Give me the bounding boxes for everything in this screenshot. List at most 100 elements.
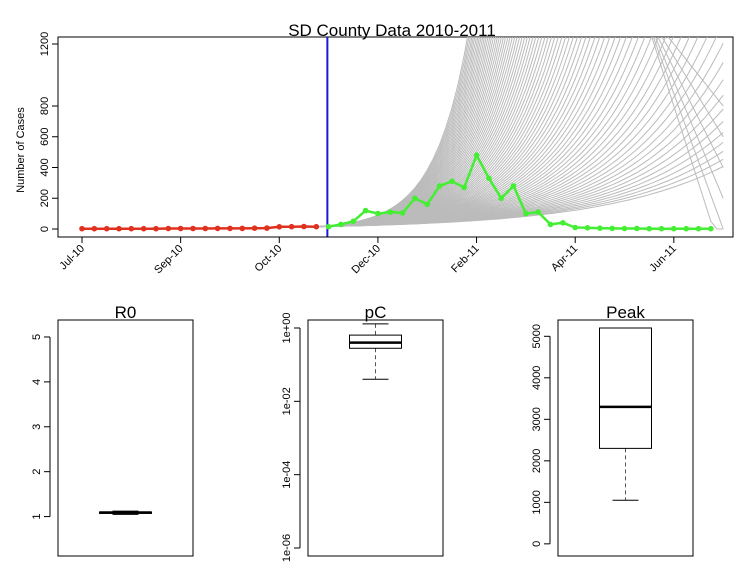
forecast-period-point <box>695 225 702 232</box>
boxplot-y-tick-label: 5000 <box>531 324 543 348</box>
forecast-period-point <box>510 183 517 189</box>
forecast-period-point <box>646 225 652 232</box>
boxplot-y-tick-label: 1e-06 <box>281 534 293 562</box>
boxplot-y-tick-label: 2000 <box>531 449 543 473</box>
main-x-tick-label: Apr-11 <box>549 243 580 274</box>
main-y-axis: 0 200 400 600 800 1200 <box>39 32 59 232</box>
main-chart-title: SD County Data 2010-2011 <box>288 21 496 40</box>
fitting-period-point <box>140 225 147 232</box>
fitting-period-point <box>301 223 307 230</box>
boxplot-y-axis: 1 2 3 4 5 <box>31 334 51 520</box>
forecast-period-point <box>683 225 689 232</box>
boxplot-y-tick-label: 1 <box>31 514 43 520</box>
main-x-tick-label: Sep-10 <box>152 243 186 277</box>
observed-series <box>79 37 714 237</box>
main-y-tick-label: 0 <box>39 226 51 232</box>
fitting-period-point <box>128 225 135 232</box>
forecast-period-point <box>584 225 591 231</box>
forecast-period-point <box>362 207 369 214</box>
boxplot-y-tick-label: 5 <box>31 334 43 340</box>
fitting-period-point <box>239 225 246 232</box>
boxplot-y-axis: 0 1000 2000 3000 4000 5000 <box>531 324 551 547</box>
fitting-period-point <box>251 225 258 231</box>
main-x-axis: Jul-10 Sep-10 Oct-10 Dec-10 Feb-11 Apr-11 Jun-… <box>57 236 679 277</box>
forecast-period-point <box>375 210 381 217</box>
fitting-period-point <box>79 225 85 232</box>
boxplot-y-tick-label: 4 <box>31 379 43 385</box>
forecast-period-point <box>449 178 455 185</box>
boxplot-y-tick-label: 4000 <box>531 366 543 390</box>
main-y-tick-label: 400 <box>39 158 51 176</box>
boxplot-title: pC <box>365 303 387 322</box>
main-y-tick-label: 800 <box>39 97 51 115</box>
fitting-period-point <box>116 225 122 232</box>
boxplot-y-tick-label: 3000 <box>531 407 543 431</box>
forecast-period-point <box>461 184 468 191</box>
forecast-period-point <box>609 225 615 232</box>
peak-boxplot-panel: Peak 0 1000 2000 3000 4000 5000 <box>531 303 694 557</box>
boxplot-y-tick-label: 1e-02 <box>281 387 293 415</box>
forecast-period-point <box>597 225 603 231</box>
forecast-period-point <box>535 209 541 215</box>
forecast-period-point <box>671 225 677 232</box>
main-y-tick-label: 1200 <box>39 32 51 56</box>
time-series-panel: SD County Data 2010-2011 Number of Cases… <box>15 21 734 277</box>
forecast-period-point <box>621 225 628 232</box>
projection-curve <box>651 37 724 230</box>
fitting-period-point <box>202 225 209 232</box>
forecast-period-point <box>350 218 357 225</box>
main-x-tick-label: Dec-10 <box>349 243 383 277</box>
fitting-period-point <box>276 224 283 230</box>
main-y-tick-label: 200 <box>39 189 51 207</box>
forecast-period-point <box>436 183 443 189</box>
forecast-period-point <box>473 152 480 158</box>
projection-curve <box>652 37 724 230</box>
projection-curve <box>657 37 724 168</box>
fitting-period-point <box>313 223 320 230</box>
main-x-tick-label: Feb-11 <box>449 243 482 276</box>
forecast-period-point <box>498 195 505 202</box>
fitting-period-point <box>288 223 295 230</box>
main-y-axis-label: Number of Cases <box>15 107 27 193</box>
forecast-period-point <box>658 225 665 232</box>
boxplot-y-tick-label: 1000 <box>531 490 543 514</box>
forecast-period-point <box>338 221 344 228</box>
boxplot-y-tick-label: 3 <box>31 424 43 430</box>
forecast-period-point <box>634 225 640 232</box>
boxplot-y-tick-label: 1e+00 <box>281 313 293 344</box>
fitting-period-point <box>91 225 98 232</box>
forecast-period-point <box>399 210 406 216</box>
fitting-period-point <box>153 225 159 232</box>
forecast-period-point <box>523 210 529 217</box>
boxplot-y-tick-label: 0 <box>531 541 543 547</box>
boxplot-frame <box>307 319 444 557</box>
fitting-period-point <box>165 225 172 232</box>
fitting-period-point <box>177 225 184 232</box>
forecast-period-point <box>325 223 332 230</box>
main-x-tick-label: Jul-10 <box>57 243 87 273</box>
boxplot-frame <box>557 319 694 557</box>
fitting-period-point <box>264 225 270 231</box>
boxplot-title: R0 <box>115 303 137 322</box>
boxplot-y-axis: 1e-06 1e-04 1e-02 1e+00 <box>281 313 301 562</box>
forecast-period-point <box>560 220 566 226</box>
main-x-tick-label: Jun-11 <box>647 243 679 275</box>
fitting-period-point <box>214 225 221 232</box>
fitting-period-point <box>227 225 233 232</box>
projection-curve <box>667 37 724 107</box>
boxplot-frame <box>57 319 194 557</box>
iqr-box <box>599 327 652 449</box>
pc-boxplot-panel: pC 1e-06 1e-04 1e-02 1e+00 <box>281 303 444 562</box>
main-x-tick-label: Oct-10 <box>253 243 285 275</box>
fitting-period-point <box>190 225 196 232</box>
forecast-period-point <box>547 221 554 228</box>
forecast-period-point <box>486 175 492 182</box>
projection-curve <box>654 37 724 199</box>
main-y-tick-label: 600 <box>39 128 51 146</box>
forecast-period-point <box>708 225 714 232</box>
boxplot-y-tick-label: 2 <box>31 469 43 475</box>
boxplot-title: Peak <box>606 303 645 322</box>
forecast-period-point <box>572 224 578 231</box>
fitting-period-point <box>103 225 110 232</box>
